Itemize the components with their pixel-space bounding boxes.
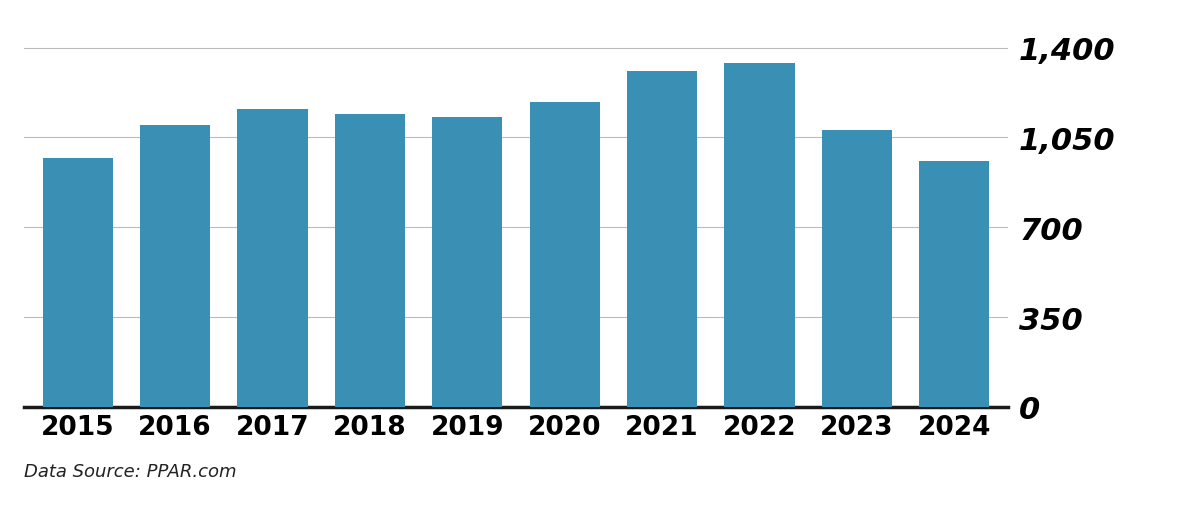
Bar <box>529 102 600 407</box>
Bar <box>238 110 307 407</box>
Bar <box>42 159 113 407</box>
Bar <box>432 118 503 407</box>
Bar <box>919 161 990 407</box>
Bar <box>822 130 892 407</box>
Bar <box>335 115 404 407</box>
Text: Data Source: PPAR.com: Data Source: PPAR.com <box>24 462 236 480</box>
Bar <box>725 64 794 407</box>
Text: MAR. 2024: MAR. 2024 <box>824 448 1078 491</box>
Bar <box>140 125 210 407</box>
Bar <box>628 72 697 407</box>
